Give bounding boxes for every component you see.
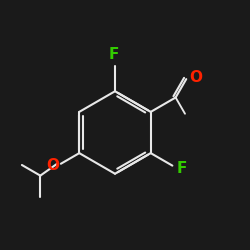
Text: O: O [46,158,60,173]
Text: F: F [108,47,119,62]
Text: F: F [177,161,187,176]
Text: O: O [189,70,202,84]
